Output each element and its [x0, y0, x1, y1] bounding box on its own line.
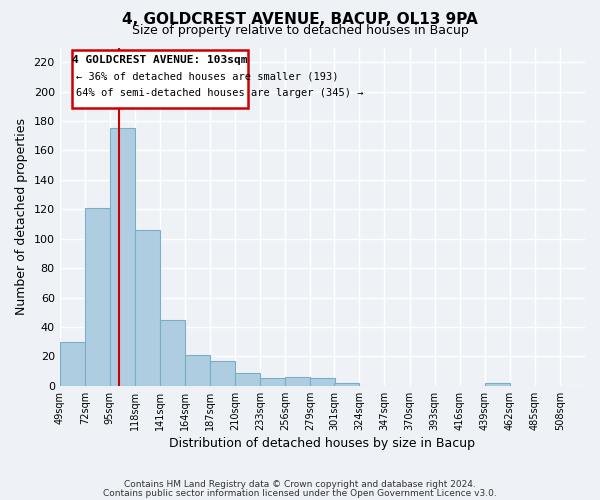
Bar	[110, 128, 135, 386]
Bar	[334, 383, 359, 386]
Bar	[135, 230, 160, 386]
Text: 4, GOLDCREST AVENUE, BACUP, OL13 9PA: 4, GOLDCREST AVENUE, BACUP, OL13 9PA	[122, 12, 478, 28]
Y-axis label: Number of detached properties: Number of detached properties	[15, 118, 28, 315]
Text: 64% of semi-detached houses are larger (345) →: 64% of semi-detached houses are larger (…	[76, 88, 364, 98]
Bar	[85, 208, 110, 386]
Bar	[160, 320, 185, 386]
Bar	[310, 378, 335, 386]
Text: 4 GOLDCREST AVENUE: 103sqm: 4 GOLDCREST AVENUE: 103sqm	[72, 55, 248, 65]
Bar	[185, 355, 210, 386]
Bar	[260, 378, 285, 386]
Text: Contains public sector information licensed under the Open Government Licence v3: Contains public sector information licen…	[103, 489, 497, 498]
Text: ← 36% of detached houses are smaller (193): ← 36% of detached houses are smaller (19…	[76, 71, 338, 81]
Text: Size of property relative to detached houses in Bacup: Size of property relative to detached ho…	[131, 24, 469, 37]
FancyBboxPatch shape	[71, 50, 248, 108]
Bar	[285, 377, 310, 386]
Bar	[59, 342, 85, 386]
X-axis label: Distribution of detached houses by size in Bacup: Distribution of detached houses by size …	[169, 437, 475, 450]
Bar	[485, 383, 510, 386]
Text: Contains HM Land Registry data © Crown copyright and database right 2024.: Contains HM Land Registry data © Crown c…	[124, 480, 476, 489]
Bar	[235, 372, 260, 386]
Bar	[210, 361, 235, 386]
